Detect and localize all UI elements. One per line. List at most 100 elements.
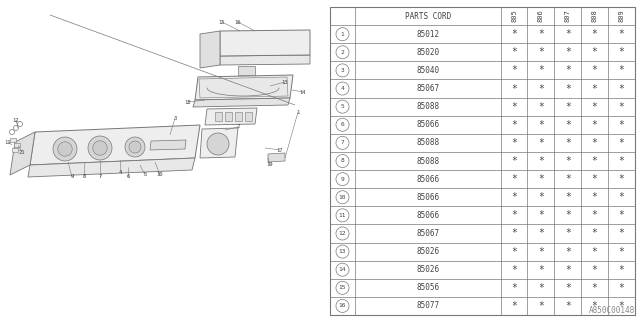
Text: *: * [511, 174, 517, 184]
Polygon shape [220, 55, 310, 65]
Text: 14: 14 [300, 90, 307, 94]
Text: *: * [619, 156, 625, 166]
Text: 9: 9 [70, 174, 74, 180]
Polygon shape [238, 66, 255, 75]
Text: *: * [565, 283, 571, 293]
Text: *: * [619, 265, 625, 275]
Circle shape [58, 142, 72, 156]
Text: *: * [565, 247, 571, 257]
Text: 806: 806 [538, 10, 544, 22]
Circle shape [336, 118, 349, 131]
Text: 1: 1 [296, 109, 300, 115]
Circle shape [93, 141, 108, 155]
Text: *: * [565, 65, 571, 76]
Text: *: * [592, 47, 598, 57]
Text: *: * [511, 65, 517, 76]
Text: *: * [565, 102, 571, 112]
Text: *: * [538, 156, 544, 166]
Circle shape [336, 46, 349, 59]
Text: *: * [592, 65, 598, 76]
Text: 85077: 85077 [416, 301, 440, 310]
Text: 6: 6 [126, 174, 130, 180]
Text: 16: 16 [235, 20, 241, 25]
Text: *: * [511, 138, 517, 148]
Text: 12: 12 [13, 117, 19, 123]
Text: *: * [565, 29, 571, 39]
Circle shape [336, 64, 349, 77]
Text: 11: 11 [4, 140, 12, 145]
Text: *: * [619, 228, 625, 238]
Text: *: * [511, 102, 517, 112]
Text: *: * [511, 301, 517, 311]
Text: 85088: 85088 [416, 138, 440, 148]
Polygon shape [193, 98, 290, 107]
Text: 10: 10 [157, 172, 163, 178]
Text: 3: 3 [340, 68, 344, 73]
Text: *: * [511, 265, 517, 275]
Text: *: * [511, 247, 517, 257]
Text: *: * [565, 138, 571, 148]
Text: *: * [619, 65, 625, 76]
Text: 808: 808 [592, 10, 598, 22]
Text: *: * [565, 192, 571, 202]
Text: *: * [619, 174, 625, 184]
Text: 85026: 85026 [416, 265, 440, 274]
Text: 5: 5 [143, 172, 147, 178]
Circle shape [336, 100, 349, 113]
Text: *: * [511, 283, 517, 293]
Text: 4: 4 [118, 170, 122, 174]
Text: 85056: 85056 [416, 283, 440, 292]
Text: 10: 10 [339, 195, 346, 200]
Text: *: * [511, 156, 517, 166]
Text: *: * [619, 283, 625, 293]
Text: *: * [565, 47, 571, 57]
Text: *: * [565, 174, 571, 184]
Text: *: * [592, 174, 598, 184]
Text: *: * [538, 65, 544, 76]
Text: *: * [565, 84, 571, 93]
Text: 8: 8 [83, 174, 86, 180]
Text: 805: 805 [511, 10, 517, 22]
Text: *: * [619, 47, 625, 57]
Circle shape [336, 172, 349, 186]
Polygon shape [199, 77, 288, 98]
Circle shape [13, 125, 19, 131]
Text: 9: 9 [340, 177, 344, 182]
Text: 85067: 85067 [416, 229, 440, 238]
Text: *: * [538, 120, 544, 130]
Text: *: * [592, 265, 598, 275]
Polygon shape [268, 153, 285, 162]
Text: *: * [538, 228, 544, 238]
Text: *: * [538, 102, 544, 112]
Text: *: * [592, 29, 598, 39]
Circle shape [336, 136, 349, 149]
Circle shape [336, 227, 349, 240]
Text: 85020: 85020 [416, 48, 440, 57]
Text: 12: 12 [339, 231, 346, 236]
Circle shape [336, 263, 349, 276]
Text: *: * [511, 120, 517, 130]
Text: *: * [538, 210, 544, 220]
Polygon shape [220, 30, 310, 56]
Text: 17: 17 [276, 148, 284, 153]
Text: *: * [538, 84, 544, 93]
Polygon shape [245, 112, 252, 121]
Polygon shape [10, 138, 16, 142]
Text: 85088: 85088 [416, 156, 440, 165]
Text: *: * [511, 228, 517, 238]
Text: 7: 7 [340, 140, 344, 145]
Text: *: * [538, 29, 544, 39]
Polygon shape [225, 112, 232, 121]
Text: 2: 2 [236, 124, 239, 130]
Text: *: * [592, 192, 598, 202]
Polygon shape [235, 112, 242, 121]
Text: 15: 15 [219, 20, 225, 25]
Polygon shape [12, 148, 18, 152]
Text: 21: 21 [19, 149, 25, 155]
Text: 18: 18 [185, 100, 191, 105]
Text: 1: 1 [340, 32, 344, 37]
Polygon shape [30, 125, 200, 165]
Text: *: * [565, 156, 571, 166]
Bar [330, 7, 635, 315]
Text: *: * [511, 47, 517, 57]
